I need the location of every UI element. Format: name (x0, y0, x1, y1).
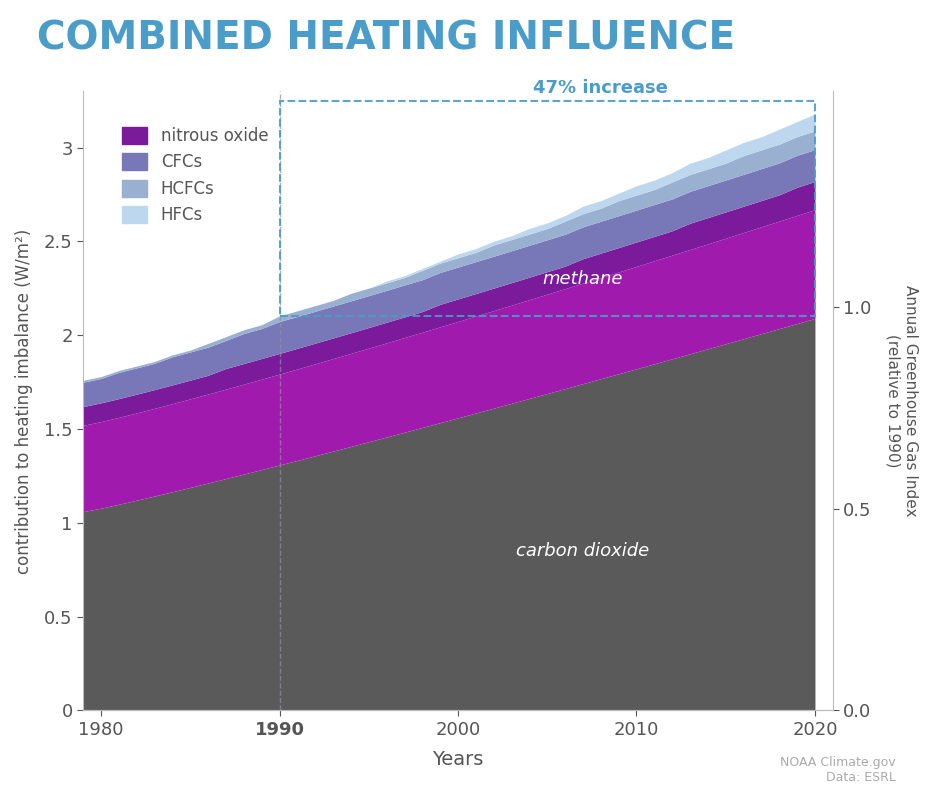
Text: methane: methane (543, 270, 623, 288)
X-axis label: Years: Years (432, 750, 483, 769)
Text: NOAA Climate.gov
Data: ESRL: NOAA Climate.gov Data: ESRL (780, 756, 896, 784)
Text: 47% increase: 47% increase (534, 79, 668, 97)
Text: carbon dioxide: carbon dioxide (516, 542, 649, 560)
Y-axis label: contribution to heating imbalance (W/m²): contribution to heating imbalance (W/m²) (15, 228, 33, 574)
Text: COMBINED HEATING INFLUENCE: COMBINED HEATING INFLUENCE (37, 20, 735, 58)
Bar (280, 101, 815, 316)
Y-axis label: Annual Greenhouse Gas Index
(relative to 1990): Annual Greenhouse Gas Index (relative to… (885, 285, 918, 517)
Legend: nitrous oxide, CFCs, HCFCs, HFCs: nitrous oxide, CFCs, HCFCs, HFCs (114, 118, 277, 233)
